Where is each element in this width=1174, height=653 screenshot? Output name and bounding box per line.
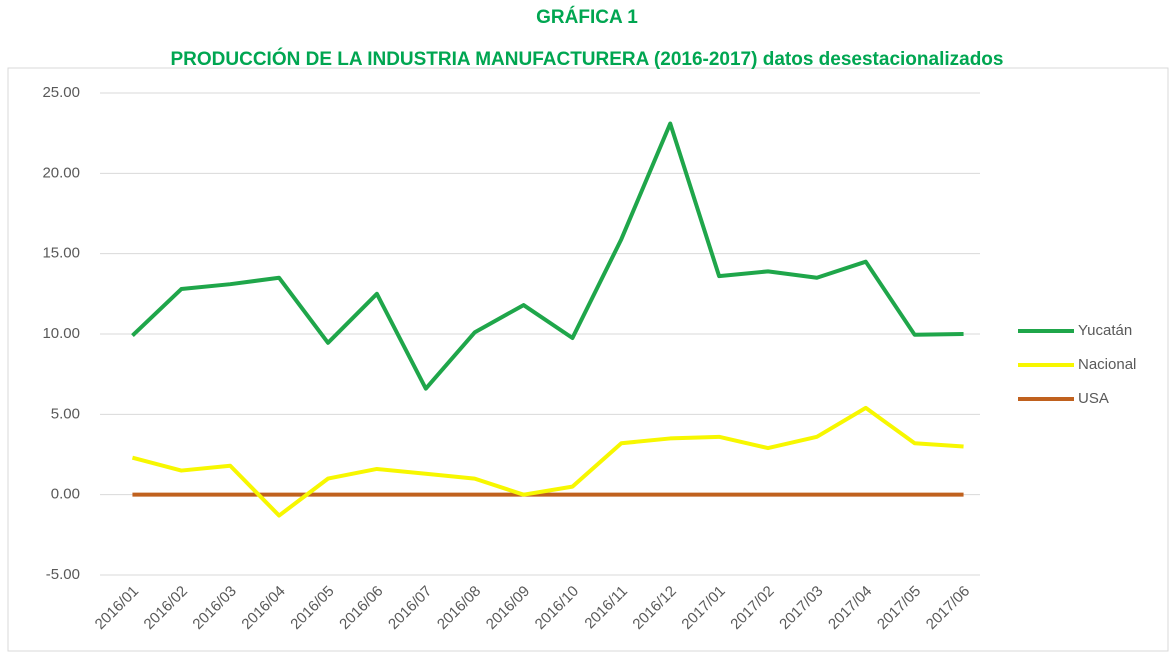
x-tick-label: 2017/06 — [923, 583, 973, 633]
x-tick-label: 2016/04 — [238, 583, 288, 633]
x-tick-label: 2016/05 — [287, 583, 337, 633]
x-tick-label: 2016/06 — [336, 583, 386, 633]
y-tick-label: 5.00 — [51, 405, 80, 422]
x-tick-label: 2016/08 — [434, 583, 484, 633]
y-tick-label: 20.00 — [42, 164, 80, 181]
legend-label: USA — [1078, 390, 1109, 407]
y-tick-label: 10.00 — [42, 325, 80, 342]
y-tick-label: -5.00 — [46, 566, 80, 583]
y-tick-label: 25.00 — [42, 84, 80, 101]
x-tick-label: 2016/03 — [189, 583, 239, 633]
y-tick-label: 15.00 — [42, 245, 80, 262]
x-tick-label: 2017/04 — [825, 583, 875, 633]
x-tick-label: 2016/09 — [483, 583, 533, 633]
chart-subtitle: PRODUCCIÓN DE LA INDUSTRIA MANUFACTURERA… — [171, 48, 1004, 70]
x-tick-label: 2016/02 — [141, 583, 191, 633]
chart-frame — [7, 67, 1169, 652]
x-tick-label: 2016/07 — [385, 583, 435, 633]
x-tick-label: 2016/01 — [92, 583, 142, 633]
x-tick-label: 2017/01 — [678, 583, 728, 633]
x-tick-label: 2017/03 — [776, 583, 826, 633]
x-tick-label: 2016/10 — [532, 583, 582, 633]
x-tick-label: 2016/11 — [581, 583, 631, 633]
x-tick-label: 2016/12 — [629, 583, 679, 633]
chart-title: GRÁFICA 1 — [536, 6, 638, 28]
line-series — [131, 405, 964, 518]
x-tick-label: 2017/05 — [874, 583, 924, 633]
legend-label: Yucatán — [1078, 322, 1132, 339]
x-tick-label: 2017/02 — [727, 583, 777, 633]
line-series — [131, 121, 964, 391]
y-tick-label: 0.00 — [51, 486, 80, 503]
legend-label: Nacional — [1078, 356, 1136, 373]
